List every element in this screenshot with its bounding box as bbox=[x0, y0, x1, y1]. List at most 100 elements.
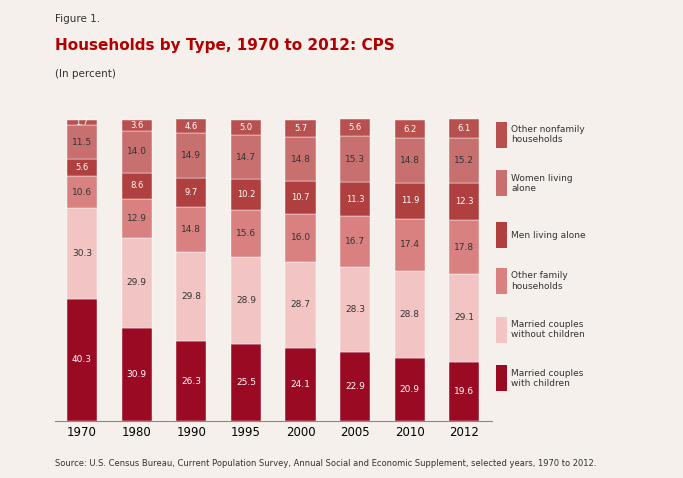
Bar bbox=[395, 358, 425, 421]
Bar bbox=[449, 184, 479, 220]
Text: 8.6: 8.6 bbox=[130, 181, 143, 190]
Text: 15.3: 15.3 bbox=[345, 155, 365, 164]
Text: Source: U.S. Census Bureau, Current Population Survey, Annual Social and Economi: Source: U.S. Census Bureau, Current Popu… bbox=[55, 459, 596, 468]
Text: Married couples
with children: Married couples with children bbox=[512, 369, 584, 388]
Text: 14.8: 14.8 bbox=[400, 156, 420, 165]
FancyBboxPatch shape bbox=[496, 121, 507, 148]
Bar bbox=[176, 120, 206, 133]
Bar bbox=[231, 179, 261, 210]
Text: 11.9: 11.9 bbox=[401, 196, 419, 205]
Bar bbox=[285, 137, 316, 181]
Bar bbox=[340, 182, 370, 216]
Text: 29.8: 29.8 bbox=[181, 292, 201, 301]
Bar bbox=[285, 120, 316, 137]
Bar bbox=[395, 219, 425, 271]
Bar bbox=[122, 238, 152, 327]
Bar bbox=[449, 274, 479, 362]
Text: 14.8: 14.8 bbox=[181, 225, 201, 234]
Bar bbox=[395, 138, 425, 183]
Text: 29.9: 29.9 bbox=[126, 278, 147, 287]
Text: 25.5: 25.5 bbox=[236, 378, 256, 387]
Bar bbox=[176, 178, 206, 207]
Text: 29.1: 29.1 bbox=[454, 314, 475, 322]
Text: Other family
households: Other family households bbox=[512, 271, 568, 291]
Text: 26.3: 26.3 bbox=[181, 377, 201, 386]
Text: Women living
alone: Women living alone bbox=[512, 174, 573, 193]
Text: 15.6: 15.6 bbox=[236, 229, 256, 238]
Bar bbox=[67, 299, 97, 421]
Text: 11.3: 11.3 bbox=[346, 195, 365, 204]
Text: 28.8: 28.8 bbox=[400, 310, 420, 319]
Bar bbox=[122, 120, 152, 131]
Text: 11.5: 11.5 bbox=[72, 138, 92, 147]
Text: 20.9: 20.9 bbox=[400, 385, 420, 394]
Bar bbox=[67, 125, 97, 159]
Bar bbox=[122, 327, 152, 421]
FancyBboxPatch shape bbox=[496, 170, 507, 196]
Bar bbox=[340, 120, 370, 136]
Bar bbox=[395, 183, 425, 219]
Bar bbox=[449, 120, 479, 138]
Bar bbox=[122, 131, 152, 173]
Bar bbox=[340, 136, 370, 182]
Bar bbox=[285, 181, 316, 214]
Bar bbox=[285, 262, 316, 348]
FancyBboxPatch shape bbox=[496, 222, 507, 249]
Bar bbox=[67, 208, 97, 299]
Bar bbox=[340, 352, 370, 421]
Text: 5.0: 5.0 bbox=[239, 123, 253, 132]
Bar bbox=[395, 271, 425, 358]
Bar bbox=[176, 207, 206, 252]
Text: 40.3: 40.3 bbox=[72, 356, 92, 365]
Text: 17.8: 17.8 bbox=[454, 243, 475, 252]
Text: 10.2: 10.2 bbox=[237, 190, 255, 199]
Text: 5.6: 5.6 bbox=[348, 123, 362, 132]
Text: 14.7: 14.7 bbox=[236, 152, 256, 162]
Text: 5.6: 5.6 bbox=[75, 163, 89, 173]
Text: 17.4: 17.4 bbox=[400, 240, 420, 250]
Bar bbox=[231, 135, 261, 179]
Bar bbox=[231, 210, 261, 257]
Text: 24.1: 24.1 bbox=[290, 380, 311, 389]
Bar bbox=[67, 159, 97, 176]
Text: 9.7: 9.7 bbox=[184, 188, 198, 197]
Text: 28.9: 28.9 bbox=[236, 296, 256, 305]
Text: 10.7: 10.7 bbox=[291, 193, 310, 202]
Text: 12.9: 12.9 bbox=[126, 214, 147, 223]
Text: (In percent): (In percent) bbox=[55, 69, 115, 79]
Bar bbox=[340, 216, 370, 267]
FancyBboxPatch shape bbox=[496, 365, 507, 391]
Text: 30.3: 30.3 bbox=[72, 249, 92, 258]
Text: 6.2: 6.2 bbox=[403, 124, 417, 133]
Bar bbox=[231, 257, 261, 344]
Text: 19.6: 19.6 bbox=[454, 387, 475, 396]
Bar bbox=[449, 220, 479, 274]
Text: Figure 1.: Figure 1. bbox=[55, 14, 100, 24]
Text: 1.7: 1.7 bbox=[75, 118, 89, 127]
FancyBboxPatch shape bbox=[496, 316, 507, 343]
Text: 10.6: 10.6 bbox=[72, 188, 92, 197]
Text: 14.9: 14.9 bbox=[181, 151, 201, 160]
Text: 28.3: 28.3 bbox=[345, 304, 365, 314]
Text: 28.7: 28.7 bbox=[290, 300, 311, 309]
Text: 16.7: 16.7 bbox=[345, 237, 365, 246]
Text: 22.9: 22.9 bbox=[345, 381, 365, 391]
Bar bbox=[122, 173, 152, 199]
Text: 12.3: 12.3 bbox=[455, 197, 474, 206]
Text: Households by Type, 1970 to 2012: CPS: Households by Type, 1970 to 2012: CPS bbox=[55, 38, 394, 53]
Bar bbox=[176, 252, 206, 341]
Text: Men living alone: Men living alone bbox=[512, 231, 586, 240]
Bar bbox=[176, 341, 206, 421]
Bar bbox=[176, 133, 206, 178]
Bar bbox=[285, 214, 316, 262]
Bar bbox=[122, 199, 152, 238]
Bar bbox=[449, 362, 479, 421]
Bar bbox=[67, 176, 97, 208]
Text: 15.2: 15.2 bbox=[454, 156, 475, 165]
Bar bbox=[231, 120, 261, 135]
Text: Other nonfamily
households: Other nonfamily households bbox=[512, 125, 585, 144]
Bar bbox=[285, 348, 316, 421]
Bar bbox=[449, 138, 479, 184]
Text: 3.6: 3.6 bbox=[130, 121, 143, 130]
Text: 5.7: 5.7 bbox=[294, 124, 307, 133]
